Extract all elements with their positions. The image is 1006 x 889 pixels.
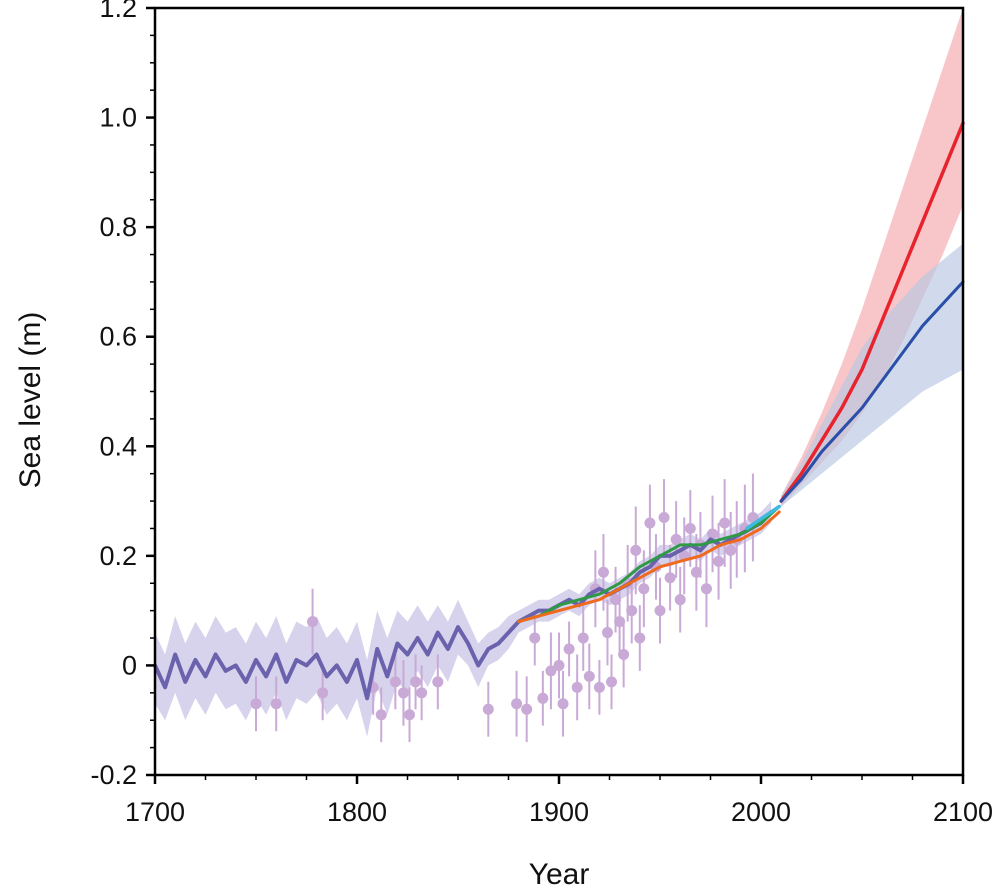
proxy-point [606,676,618,688]
proxy-point [644,517,656,529]
proxy-point [410,676,422,688]
y-tick-label: 1.2 [99,0,137,23]
proxy-point [614,616,626,628]
proxy-point [610,594,622,606]
proxy-point [658,512,670,524]
proxy-point [690,566,702,578]
proxy-point [577,632,589,644]
y-tick-label: 0.8 [99,212,137,242]
x-tick-label: 1700 [125,797,185,827]
proxy-point [626,605,638,617]
proxy-point [601,627,613,639]
proxy-point [638,583,650,595]
proxy-point [707,528,719,540]
proxy-point [630,544,642,556]
proxy-point [719,517,731,529]
proxy-point [537,692,549,704]
proxy-point [317,687,329,699]
series-line-red [779,121,965,503]
uncertainty-band-red [781,8,963,507]
proxy-point [571,681,583,693]
series-line-green [517,505,781,624]
proxy-point [674,594,686,606]
proxy-point [684,522,696,534]
series-line-paleo [153,510,774,701]
proxy-point [529,632,541,644]
x-tick-label: 2000 [731,797,791,827]
proxy-point [654,605,666,617]
uncertainty-band-blue [781,243,963,507]
proxy-point [583,670,595,682]
series-line-orange [517,510,781,624]
proxy-point [597,566,609,578]
proxy-point [670,533,682,545]
y-tick-label: -0.2 [90,760,137,790]
proxy-point [725,544,737,556]
proxy-point [307,616,319,628]
proxy-point [634,632,646,644]
x-tick-label: 2100 [933,797,993,827]
proxy-point [397,687,409,699]
proxy-point [713,555,725,567]
y-tick-label: 0.6 [99,322,137,352]
proxy-point [250,698,262,710]
proxy-point [563,643,575,655]
uncertainty-band-paleo [155,501,772,737]
proxy-point [747,512,759,524]
y-tick-label: 0.4 [99,431,137,461]
proxy-point [511,698,523,710]
proxy-point [389,676,401,688]
proxy-point [545,665,557,677]
proxy-point [553,659,565,671]
series-line-blue [779,280,965,503]
y-tick-label: 0.2 [99,541,137,571]
proxy-point [664,572,676,584]
x-tick-label: 1900 [529,797,589,827]
y-tick-label: 1.0 [99,103,137,133]
uncertainty-bands [155,8,963,737]
proxy-point [593,681,605,693]
proxy-point [557,698,569,710]
series-line-cyan [745,504,781,531]
x-tick-label: 1800 [327,797,387,827]
x-axis-title: Year [529,858,590,889]
proxy-point [270,698,282,710]
y-tick-label: 0 [122,650,137,680]
proxy-point [416,687,428,699]
proxy-point [404,709,416,721]
series-lines [153,121,965,701]
proxy-point [482,703,494,715]
proxy-point [375,709,387,721]
proxy-point [521,703,533,715]
axes: -0.2 0 0.2 0.4 0.6 0.8 1.0 1.2 1700 1800 1900 2000 2… [90,0,993,827]
proxy-point [432,676,444,688]
proxy-point [618,648,630,660]
y-axis-title: Sea level (m) [14,312,47,489]
proxy-point [700,583,712,595]
